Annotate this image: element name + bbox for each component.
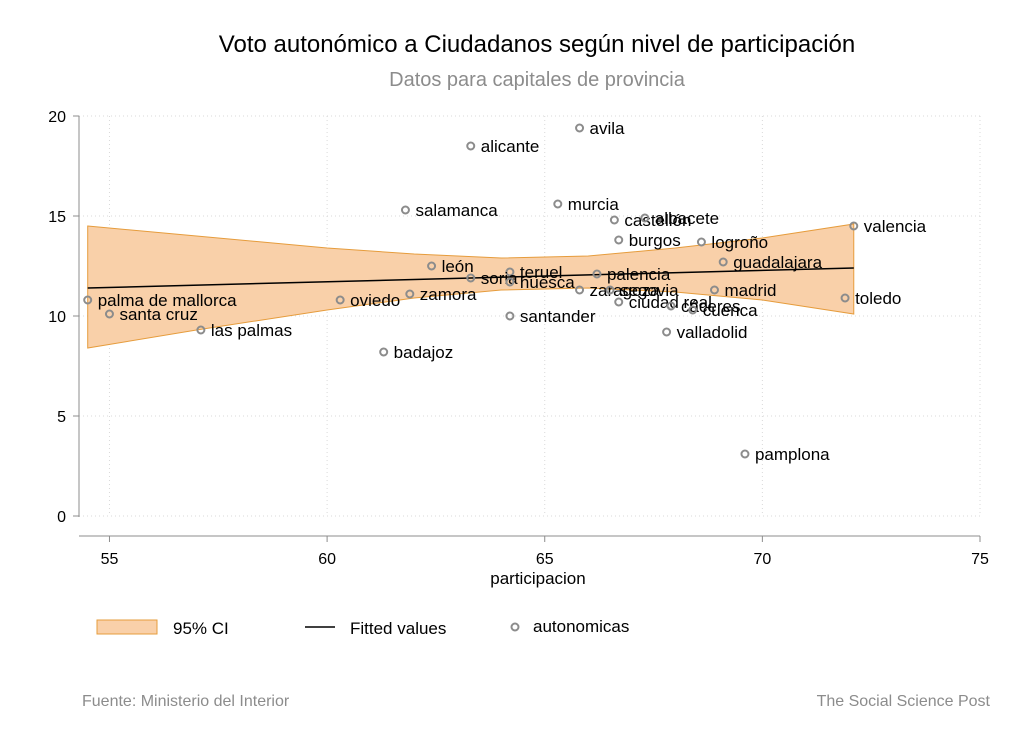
y-tick-label: 10 <box>48 309 66 326</box>
point-label: alicante <box>481 137 540 156</box>
point-label: valladolid <box>677 323 748 342</box>
y-tick-label: 15 <box>48 209 66 226</box>
x-tick-label: 70 <box>753 551 771 568</box>
axes: 0 5 10 15 20 55 60 65 70 75 <box>48 109 989 568</box>
scatter-points: avilaalicantemurciasalamancacastellónalb… <box>83 119 927 464</box>
ci-band <box>87 223 855 349</box>
point-label: zamora <box>420 285 477 304</box>
data-point <box>505 311 515 321</box>
point-label: segovia <box>620 281 679 300</box>
point-label: toledo <box>855 289 901 308</box>
legend-fit-label: Fitted values <box>350 619 446 638</box>
data-point <box>505 277 515 287</box>
point-label: palencia <box>607 265 671 284</box>
point-label: logroño <box>711 233 768 252</box>
data-point <box>405 289 415 299</box>
fitted-line-group <box>87 267 854 289</box>
data-point <box>592 269 602 279</box>
data-point <box>840 293 850 303</box>
data-point <box>662 327 672 337</box>
legend-ci-swatch <box>96 619 158 635</box>
legend-ci-label: 95% CI <box>173 619 229 638</box>
confidence-band <box>87 223 855 349</box>
point-label: pamplona <box>755 445 830 464</box>
point-label: salamanca <box>415 201 498 220</box>
point-label: valencia <box>864 217 927 236</box>
point-label: oviedo <box>350 291 400 310</box>
y-tick-label: 0 <box>57 509 66 526</box>
point-label: soria <box>481 269 518 288</box>
y-tick-label: 5 <box>57 409 66 426</box>
legend-points-marker <box>510 622 520 632</box>
point-label: murcia <box>568 195 620 214</box>
point-label: madrid <box>724 281 776 300</box>
data-point <box>718 257 728 267</box>
data-point <box>83 295 93 305</box>
data-point <box>666 301 676 311</box>
chart-title: Voto autonómico a Ciudadanos según nivel… <box>219 31 855 58</box>
x-tick-label: 60 <box>318 551 336 568</box>
point-label: santander <box>520 307 596 326</box>
point-label: badajoz <box>394 343 454 362</box>
x-tick-label: 65 <box>536 551 554 568</box>
data-point <box>553 199 563 209</box>
point-label: zaragoza <box>590 281 660 300</box>
data-point <box>575 285 585 295</box>
data-point <box>466 273 476 283</box>
point-label: teruel <box>520 263 563 282</box>
data-point <box>575 123 585 133</box>
data-point <box>400 205 410 215</box>
point-label: guadalajara <box>733 253 822 272</box>
data-point <box>696 237 706 247</box>
x-axis-title: participacion <box>490 569 585 588</box>
x-tick-label: 55 <box>101 551 119 568</box>
data-point <box>614 235 624 245</box>
source-note: Fuente: Ministerio del Interior <box>82 693 290 710</box>
data-point <box>609 215 619 225</box>
data-point <box>466 141 476 151</box>
fitted-line <box>87 267 854 289</box>
data-point <box>427 261 437 271</box>
data-point <box>505 267 515 277</box>
point-label: cuenca <box>703 301 758 320</box>
data-point <box>335 295 345 305</box>
chart-subtitle: Datos para capitales de provincia <box>389 69 686 91</box>
legend: 95% CI Fitted values autonomicas <box>96 617 629 638</box>
data-point <box>688 305 698 315</box>
data-point <box>605 285 615 295</box>
y-tick-label: 20 <box>48 109 66 126</box>
brand-credit: The Social Science Post <box>817 693 991 710</box>
data-point <box>104 309 114 319</box>
point-label: huesca <box>520 273 575 292</box>
point-label: albacete <box>655 209 719 228</box>
data-point <box>614 297 624 307</box>
point-label: las palmas <box>211 321 292 340</box>
x-tick-label: 75 <box>971 551 989 568</box>
data-point <box>379 347 389 357</box>
point-label: burgos <box>629 231 681 250</box>
data-point <box>849 221 859 231</box>
data-point <box>740 449 750 459</box>
point-label: león <box>442 257 474 276</box>
point-label: palma de mallorca <box>98 291 237 310</box>
point-label: santa cruz <box>119 305 197 324</box>
data-point <box>196 325 206 335</box>
data-point <box>640 213 650 223</box>
data-point <box>709 285 719 295</box>
point-label: avila <box>590 119 626 138</box>
legend-points-label: autonomicas <box>533 617 629 636</box>
